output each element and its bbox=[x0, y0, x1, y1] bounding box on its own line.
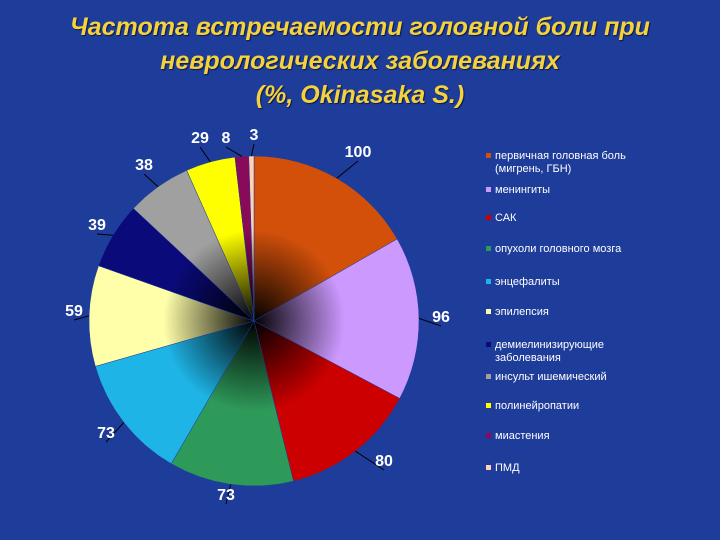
legend-swatch bbox=[486, 246, 491, 251]
leader-line bbox=[418, 317, 442, 327]
legend-swatch bbox=[486, 309, 491, 314]
legend-label: опухоли головного мозга bbox=[495, 243, 622, 255]
legend-swatch bbox=[486, 342, 491, 347]
legend-swatch bbox=[486, 215, 491, 220]
data-label: 73 bbox=[217, 487, 235, 504]
legend-label: эпилепсия bbox=[495, 306, 549, 318]
legend-swatch bbox=[486, 187, 491, 192]
legend-label: энцефалиты bbox=[495, 276, 560, 288]
leader-lines bbox=[73, 143, 442, 505]
leader-line bbox=[73, 315, 90, 321]
data-label: 59 bbox=[65, 303, 83, 320]
legend-swatch bbox=[486, 279, 491, 284]
legend-swatch bbox=[486, 374, 491, 379]
leader-line bbox=[143, 173, 159, 188]
leader-line bbox=[355, 450, 385, 471]
pie-slice bbox=[253, 155, 398, 322]
leader-line bbox=[225, 146, 243, 157]
legend-swatch bbox=[486, 433, 491, 438]
legend-swatch bbox=[486, 153, 491, 158]
chart-title: Частота встречаемости головной боли при … bbox=[0, 10, 720, 112]
legend-swatch bbox=[486, 465, 491, 470]
title-line-3: (%, Okinasaka S.) bbox=[255, 81, 465, 109]
pie-slices bbox=[88, 155, 420, 487]
leader-line bbox=[336, 160, 359, 179]
data-label: 3 bbox=[250, 127, 259, 144]
legend-label: демиелинизирующие заболевания bbox=[495, 339, 605, 364]
legend-label: инсульт ишемический bbox=[495, 371, 607, 383]
title-line-1: Частота встречаемости головной боли при bbox=[70, 13, 650, 41]
legend-label: полинейропатии bbox=[495, 400, 580, 412]
leader-line bbox=[199, 146, 211, 163]
legend-swatch bbox=[486, 403, 491, 408]
legend-label: менингиты bbox=[495, 184, 551, 196]
data-label: 96 bbox=[432, 309, 450, 326]
data-labels: 100 96 80 73 73 59 39 38 29 8 3 bbox=[65, 127, 450, 504]
leader-line bbox=[225, 484, 232, 505]
data-label: 39 bbox=[88, 217, 106, 234]
data-label: 73 bbox=[97, 425, 115, 442]
pie-slice bbox=[253, 320, 401, 482]
legend-label: первичная головная боль (мигрень, ГБН) bbox=[495, 150, 626, 175]
leader-line bbox=[96, 233, 114, 236]
legend-label: ПМД bbox=[495, 462, 520, 474]
leader-line bbox=[250, 143, 255, 157]
data-label: 100 bbox=[345, 144, 372, 161]
legend-label: миастения bbox=[495, 430, 550, 442]
pie-slice bbox=[88, 265, 255, 367]
leader-line bbox=[105, 422, 125, 443]
title-line-2: неврологических заболеваниях bbox=[160, 47, 560, 75]
legend-label: САК bbox=[495, 212, 517, 224]
data-label: 29 bbox=[191, 130, 209, 147]
data-label: 80 bbox=[375, 453, 393, 470]
data-label: 8 bbox=[222, 130, 231, 147]
data-label: 38 bbox=[135, 157, 153, 174]
